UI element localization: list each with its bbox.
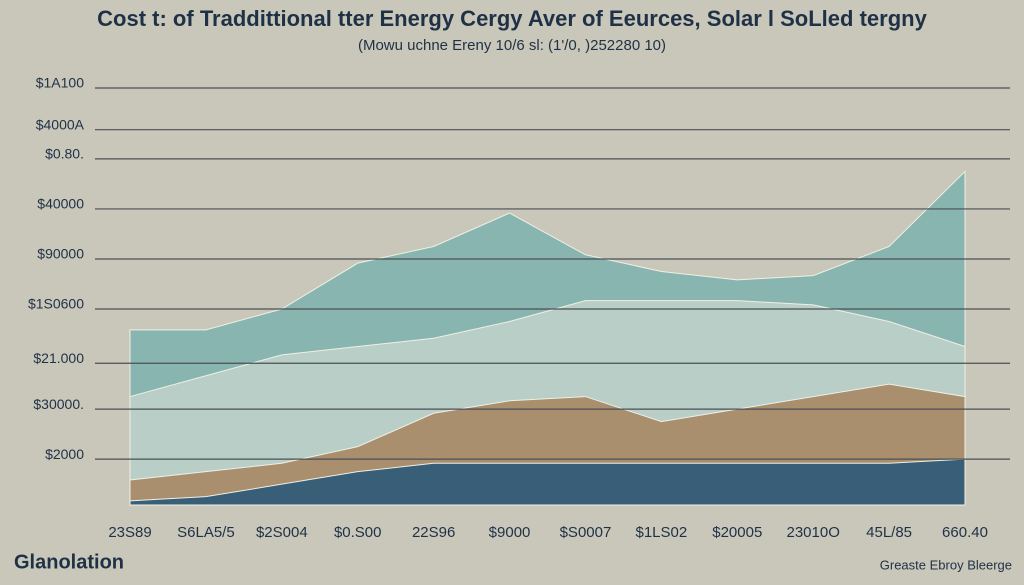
y-tick-label: $1A100 bbox=[36, 75, 84, 91]
area bbox=[129, 458, 966, 506]
y-tick-label: $2000 bbox=[45, 446, 84, 462]
x-tick-label: $2S004 bbox=[256, 524, 308, 541]
x-tick-label: S6LA5/5 bbox=[177, 524, 235, 541]
x-tick-label: $9000 bbox=[489, 524, 531, 541]
y-tick-label: $1S0600 bbox=[28, 296, 84, 312]
chart-subtitle: (Mowu uchne Ereny 10/6 sl: (1'/0, )25228… bbox=[358, 37, 666, 54]
x-tick-label: 22S96 bbox=[412, 524, 455, 541]
y-tick-label: $0.80. bbox=[45, 146, 84, 162]
footer-right: Greaste Ebroy Bleerge bbox=[880, 557, 1012, 572]
chart-title: Cost t: of Traddittional tter Energy Cer… bbox=[97, 6, 927, 31]
y-tick-label: $90000 bbox=[37, 246, 84, 262]
x-tick-label: 45L/85 bbox=[866, 524, 912, 541]
x-tick-label: $20005 bbox=[712, 524, 762, 541]
x-tick-label: 660.40 bbox=[942, 524, 988, 541]
x-tick-label: $0.S00 bbox=[334, 524, 382, 541]
y-tick-label: $40000 bbox=[37, 196, 84, 212]
y-tick-label: $4000A bbox=[36, 116, 85, 132]
x-tick-label: $S0007 bbox=[560, 524, 612, 541]
y-tick-label: $30000. bbox=[33, 396, 84, 412]
x-tick-label: $1LS02 bbox=[636, 524, 688, 541]
y-tick-label: $21.000 bbox=[33, 350, 84, 366]
x-tick-label: 23010O bbox=[786, 524, 839, 541]
footer-left: Glanolation bbox=[14, 551, 124, 573]
x-tick-label: 23S89 bbox=[108, 524, 151, 541]
